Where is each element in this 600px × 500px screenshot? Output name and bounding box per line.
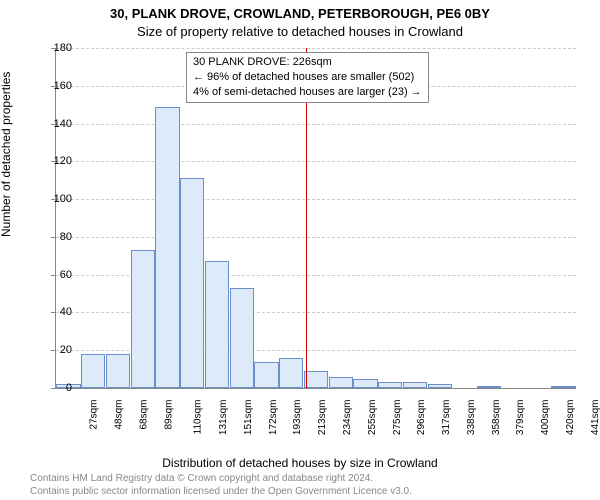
attribution-line1: Contains HM Land Registry data © Crown c… — [30, 472, 412, 485]
y-tick-label: 80 — [42, 231, 72, 243]
y-axis-label: Number of detached properties — [0, 72, 13, 237]
x-tick-label: 275sqm — [392, 400, 403, 436]
x-tick-label: 151sqm — [243, 400, 254, 436]
plot-area: 30 PLANK DROVE: 226sqm ← 96% of detached… — [55, 48, 576, 389]
x-tick-label: 255sqm — [367, 400, 378, 436]
histogram-bar — [378, 382, 402, 388]
attribution: Contains HM Land Registry data © Crown c… — [30, 472, 412, 498]
histogram-bar — [477, 386, 501, 388]
histogram-bar — [353, 379, 377, 388]
y-tick-label: 160 — [42, 80, 72, 92]
y-tick-label: 100 — [42, 193, 72, 205]
x-tick-label: 379sqm — [515, 400, 526, 436]
chart-title-line1: 30, PLANK DROVE, CROWLAND, PETERBOROUGH,… — [0, 6, 600, 21]
x-tick-label: 400sqm — [540, 400, 551, 436]
x-tick-label: 193sqm — [293, 400, 304, 436]
x-tick-label: 234sqm — [342, 400, 353, 436]
annotation-line1: 30 PLANK DROVE: 226sqm — [193, 55, 422, 70]
histogram-bar — [81, 354, 105, 388]
gridline — [56, 48, 576, 49]
y-tick-label: 60 — [42, 269, 72, 281]
x-tick-label: 172sqm — [268, 400, 279, 436]
x-tick-label: 131sqm — [218, 400, 229, 436]
histogram-bar — [428, 384, 452, 388]
x-tick-label: 441sqm — [590, 400, 600, 436]
gridline — [56, 199, 576, 200]
x-tick-label: 68sqm — [138, 400, 149, 430]
chart-title-line2: Size of property relative to detached ho… — [0, 24, 600, 39]
histogram-bar — [131, 250, 155, 388]
y-tick-label: 180 — [42, 42, 72, 54]
histogram-bar — [155, 107, 179, 388]
y-tick-label: 140 — [42, 118, 72, 130]
x-tick-label: 27sqm — [89, 400, 100, 430]
attribution-line2: Contains public sector information licen… — [30, 485, 412, 498]
annotation-box: 30 PLANK DROVE: 226sqm ← 96% of detached… — [186, 52, 429, 103]
y-tick-label: 0 — [42, 382, 72, 394]
histogram-chart: 30, PLANK DROVE, CROWLAND, PETERBOROUGH,… — [0, 0, 600, 500]
annotation-line3: 4% of semi-detached houses are larger (2… — [193, 85, 422, 100]
histogram-bar — [329, 377, 353, 388]
histogram-bar — [304, 371, 328, 388]
histogram-bar — [230, 288, 254, 388]
gridline — [56, 161, 576, 162]
x-tick-label: 48sqm — [114, 400, 125, 430]
x-axis-label: Distribution of detached houses by size … — [0, 456, 600, 470]
histogram-bar — [551, 386, 575, 388]
y-tick-label: 120 — [42, 155, 72, 167]
histogram-bar — [205, 261, 229, 388]
gridline — [56, 124, 576, 125]
y-tick-label: 40 — [42, 306, 72, 318]
x-tick-label: 296sqm — [416, 400, 427, 436]
x-tick-label: 317sqm — [441, 400, 452, 436]
gridline — [56, 237, 576, 238]
y-tick-label: 20 — [42, 344, 72, 356]
annotation-line2: ← 96% of detached houses are smaller (50… — [193, 70, 422, 85]
x-tick-label: 110sqm — [193, 400, 204, 435]
histogram-bar — [279, 358, 303, 388]
x-tick-label: 89sqm — [163, 400, 174, 430]
histogram-bar — [254, 362, 278, 388]
histogram-bar — [106, 354, 130, 388]
histogram-bar — [403, 382, 427, 388]
x-tick-label: 213sqm — [317, 400, 328, 436]
x-tick-label: 338sqm — [466, 400, 477, 436]
x-tick-label: 358sqm — [491, 400, 502, 436]
histogram-bar — [180, 178, 204, 388]
x-tick-label: 420sqm — [565, 400, 576, 436]
